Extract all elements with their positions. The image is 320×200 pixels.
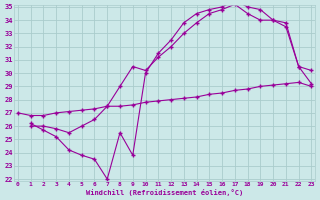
X-axis label: Windchill (Refroidissement éolien,°C): Windchill (Refroidissement éolien,°C) (86, 189, 243, 196)
